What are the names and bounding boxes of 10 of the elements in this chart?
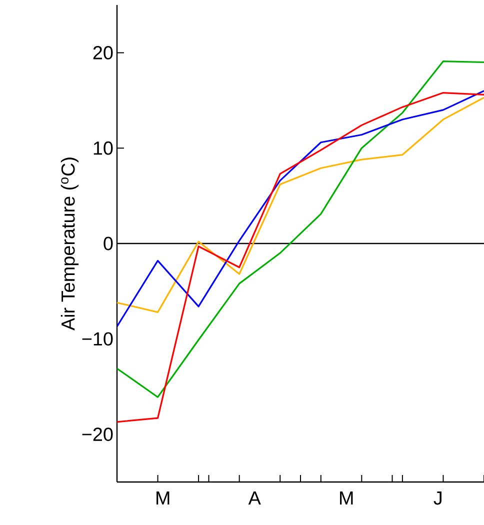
- y-tick-label: −10: [82, 332, 113, 346]
- text: M: [156, 492, 170, 505]
- text: A: [248, 492, 261, 505]
- y-tick-label: 20: [93, 46, 113, 60]
- y-tick-label: 0: [104, 236, 113, 250]
- y-tick-label: 10: [94, 141, 113, 155]
- y-tick-label: −20: [82, 428, 113, 442]
- text: J: [434, 492, 442, 505]
- text: M: [340, 492, 353, 505]
- y-axis-title: Air Temperature ($^{o}$C): [60, 158, 79, 330]
